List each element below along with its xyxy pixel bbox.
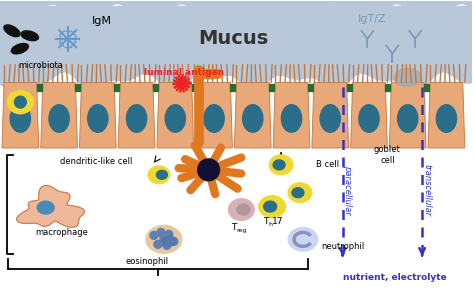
Ellipse shape bbox=[288, 183, 312, 203]
Bar bbox=[230, 84, 236, 91]
Polygon shape bbox=[196, 82, 232, 148]
Text: microbiota: microbiota bbox=[18, 61, 63, 70]
Ellipse shape bbox=[11, 44, 28, 54]
Ellipse shape bbox=[292, 188, 304, 198]
Bar bbox=[346, 84, 352, 91]
Ellipse shape bbox=[320, 105, 340, 132]
Circle shape bbox=[165, 230, 173, 238]
Text: dendritic-like cell: dendritic-like cell bbox=[60, 157, 132, 166]
Ellipse shape bbox=[437, 105, 456, 132]
Polygon shape bbox=[273, 82, 310, 148]
Circle shape bbox=[198, 159, 219, 181]
Circle shape bbox=[170, 237, 178, 245]
Ellipse shape bbox=[156, 170, 167, 179]
Circle shape bbox=[150, 231, 158, 239]
Ellipse shape bbox=[359, 105, 379, 132]
Circle shape bbox=[154, 240, 162, 248]
Ellipse shape bbox=[282, 105, 301, 132]
Bar bbox=[75, 84, 81, 91]
Polygon shape bbox=[312, 82, 348, 148]
Ellipse shape bbox=[162, 236, 176, 246]
Ellipse shape bbox=[148, 166, 170, 184]
Bar bbox=[37, 84, 42, 91]
Text: luminal antigen: luminal antigen bbox=[144, 68, 224, 77]
Ellipse shape bbox=[288, 228, 318, 251]
Ellipse shape bbox=[204, 105, 224, 132]
Text: goblet
cell: goblet cell bbox=[374, 145, 401, 165]
Ellipse shape bbox=[273, 160, 285, 170]
Ellipse shape bbox=[21, 31, 38, 41]
Text: T: T bbox=[231, 223, 237, 232]
Text: transcellular: transcellular bbox=[422, 163, 431, 216]
Ellipse shape bbox=[243, 105, 263, 132]
Bar bbox=[308, 84, 313, 91]
Polygon shape bbox=[17, 186, 84, 227]
Ellipse shape bbox=[8, 91, 33, 113]
Text: nutrient, electrolyte: nutrient, electrolyte bbox=[343, 273, 447, 282]
Polygon shape bbox=[41, 82, 77, 148]
Ellipse shape bbox=[49, 105, 69, 132]
Bar bbox=[385, 84, 390, 91]
Ellipse shape bbox=[88, 105, 108, 132]
Text: macrophage: macrophage bbox=[35, 228, 88, 237]
Circle shape bbox=[163, 241, 171, 249]
Circle shape bbox=[157, 228, 165, 236]
Text: 17: 17 bbox=[272, 217, 283, 226]
Ellipse shape bbox=[10, 105, 30, 132]
Bar bbox=[191, 84, 197, 91]
Polygon shape bbox=[351, 82, 387, 148]
Ellipse shape bbox=[165, 105, 185, 132]
Polygon shape bbox=[389, 82, 426, 148]
Text: eosinophil: eosinophil bbox=[126, 257, 169, 266]
Ellipse shape bbox=[269, 155, 293, 175]
Ellipse shape bbox=[237, 204, 250, 215]
Text: h: h bbox=[268, 222, 272, 227]
Polygon shape bbox=[2, 82, 39, 148]
Ellipse shape bbox=[398, 105, 418, 132]
Ellipse shape bbox=[4, 25, 20, 37]
Ellipse shape bbox=[146, 225, 182, 253]
Bar bbox=[424, 84, 429, 91]
Ellipse shape bbox=[15, 96, 26, 108]
Text: neutrophil: neutrophil bbox=[321, 242, 364, 251]
Text: IgM: IgM bbox=[92, 16, 112, 26]
Ellipse shape bbox=[259, 196, 285, 218]
Circle shape bbox=[160, 234, 168, 242]
Text: B cell: B cell bbox=[316, 161, 339, 169]
Polygon shape bbox=[157, 82, 194, 148]
Ellipse shape bbox=[228, 199, 254, 220]
Text: T: T bbox=[263, 217, 269, 226]
Polygon shape bbox=[428, 82, 465, 148]
Polygon shape bbox=[80, 82, 116, 148]
Polygon shape bbox=[234, 82, 271, 148]
Polygon shape bbox=[118, 82, 155, 148]
Bar bbox=[269, 84, 274, 91]
Text: Mucus: Mucus bbox=[198, 29, 269, 48]
Text: paracellular: paracellular bbox=[343, 165, 352, 215]
Ellipse shape bbox=[37, 201, 54, 214]
Ellipse shape bbox=[127, 105, 146, 132]
Bar bbox=[153, 84, 158, 91]
Ellipse shape bbox=[394, 69, 421, 86]
Text: reg: reg bbox=[237, 228, 247, 233]
Bar bbox=[114, 84, 119, 91]
Text: IgT/Z: IgT/Z bbox=[357, 14, 386, 24]
Ellipse shape bbox=[264, 201, 277, 212]
